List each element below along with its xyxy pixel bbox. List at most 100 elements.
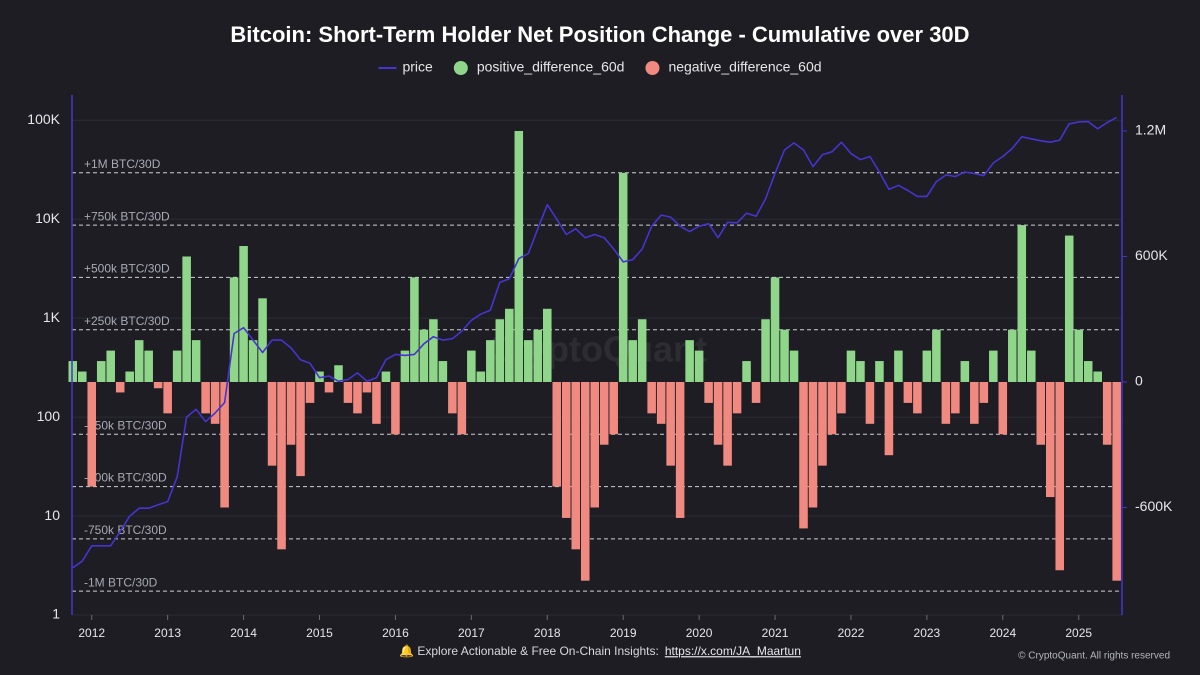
y-tick-label: 100 <box>37 408 61 424</box>
bar <box>723 381 732 466</box>
bar <box>1027 350 1036 382</box>
y2-tick-label: 1.2M <box>1135 122 1166 138</box>
bar <box>704 381 713 403</box>
bar <box>419 329 429 382</box>
bar <box>362 381 372 393</box>
x-tick-label: 2020 <box>686 626 713 640</box>
bar <box>1055 381 1065 571</box>
bar <box>951 381 960 414</box>
bar <box>837 381 846 414</box>
price-line <box>72 116 1118 569</box>
bar <box>134 340 144 382</box>
bar <box>106 350 115 382</box>
bar <box>115 381 125 393</box>
bar <box>970 381 979 424</box>
x-tick-label: 2017 <box>458 626 485 640</box>
bar <box>808 381 818 508</box>
bar <box>561 381 571 518</box>
bar <box>998 381 1008 435</box>
bar <box>533 329 543 382</box>
bar <box>172 350 182 382</box>
bar <box>637 319 647 382</box>
x-tick-label: 2012 <box>78 626 105 640</box>
bar <box>647 381 656 414</box>
x-tick-label: 2021 <box>762 626 789 640</box>
bar <box>220 381 229 508</box>
bar <box>153 381 163 389</box>
bar <box>400 350 410 382</box>
bar <box>372 381 381 424</box>
bar <box>979 381 989 403</box>
bar <box>296 381 305 477</box>
bar <box>941 381 951 424</box>
bar <box>1102 381 1112 445</box>
y-tick-label: 1 <box>52 606 60 622</box>
bar <box>210 381 220 424</box>
bar <box>448 381 457 414</box>
bar <box>125 371 134 382</box>
bar <box>713 381 723 445</box>
reference-label: +250k BTC/30D <box>84 314 170 328</box>
bar <box>628 340 637 382</box>
bar <box>903 381 913 403</box>
bar <box>656 381 666 424</box>
bar <box>182 256 191 382</box>
bar <box>524 340 533 382</box>
bar <box>694 350 704 382</box>
x-tick-label: 2014 <box>230 626 257 640</box>
watermark: CryptoQuant <box>487 329 707 370</box>
y2-tick-label: -600K <box>1135 498 1173 514</box>
bar <box>894 350 903 382</box>
reference-label: +1M BTC/30D <box>84 157 161 171</box>
reference-label: +750k BTC/30D <box>84 209 170 223</box>
bar <box>666 381 675 466</box>
bar <box>353 381 362 414</box>
x-tick-label: 2015 <box>306 626 333 640</box>
bar <box>429 319 438 382</box>
bar <box>884 381 894 456</box>
footer-text: 🔔 Explore Actionable & Free On-Chain Ins… <box>399 644 659 658</box>
bar <box>77 371 87 382</box>
bar <box>248 340 258 382</box>
bar <box>229 277 239 382</box>
bar <box>960 361 970 382</box>
plot-layer: +1M BTC/30D +750k BTC/30D +500k BTC/30D +25… <box>68 116 1122 616</box>
bar <box>267 381 277 466</box>
bar <box>505 308 514 382</box>
bar <box>875 361 884 382</box>
bar <box>68 361 78 382</box>
x-tick-label: 2024 <box>989 626 1016 640</box>
y-tick-label: 100K <box>27 111 60 127</box>
copyright: © CryptoQuant. All rights reserved <box>1018 651 1170 662</box>
bar <box>343 381 353 403</box>
bar <box>818 381 827 466</box>
bar <box>922 350 932 382</box>
bar <box>865 381 875 424</box>
bar <box>1112 381 1121 581</box>
bar <box>305 381 315 403</box>
bar <box>618 172 628 382</box>
bar <box>989 350 998 382</box>
reference-label: -1M BTC/30D <box>84 575 158 589</box>
bar <box>827 381 837 435</box>
bar <box>201 381 210 414</box>
y-tick-label: 1K <box>43 309 61 325</box>
bar <box>467 350 476 382</box>
bar <box>846 350 856 382</box>
legend-swatch <box>645 61 660 75</box>
bar <box>1064 235 1074 382</box>
bar <box>438 361 448 382</box>
bar <box>932 329 941 382</box>
legend-label: positive_difference_60d <box>477 59 625 75</box>
bar <box>476 371 486 382</box>
bar <box>457 381 467 435</box>
bar <box>685 340 694 382</box>
bar <box>1008 329 1017 382</box>
bar <box>96 361 106 382</box>
bar <box>324 381 334 393</box>
footer-link[interactable]: https://x.com/JA_Maartun <box>665 644 801 658</box>
bar <box>87 381 97 487</box>
bar <box>391 381 400 435</box>
